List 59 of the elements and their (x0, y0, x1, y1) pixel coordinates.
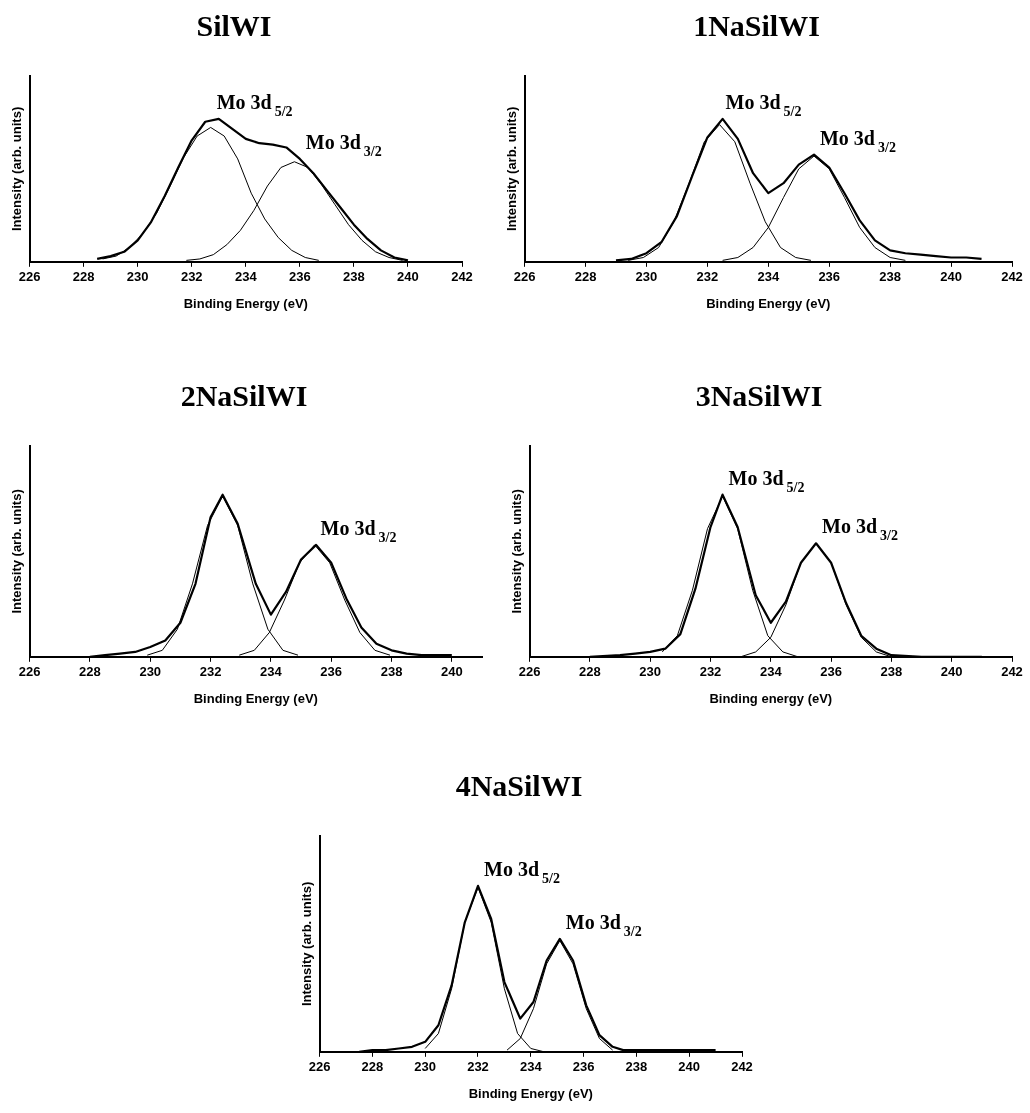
y-axis-title: Intensity (arb. units) (299, 881, 315, 1007)
x-tick-label: 242 (1001, 664, 1023, 680)
x-axis-title: Binding energy (eV) (709, 690, 833, 706)
x-tick-label: 238 (880, 664, 903, 680)
x-tick-label: 236 (818, 269, 841, 285)
y-axis-title: Intensity (arb. units) (509, 489, 525, 614)
x-tick-label: 230 (635, 269, 658, 285)
y-axis-title: Intensity (arb. units) (9, 106, 25, 232)
x-tick-label: 226 (518, 664, 541, 680)
x-tick-label: 226 (18, 269, 41, 285)
x-axis-title: Binding Energy (eV) (468, 1085, 593, 1101)
y-axis-title: Intensity (arb. units) (9, 489, 25, 614)
x-tick-label: 228 (361, 1059, 384, 1075)
x-tick-label: 236 (572, 1059, 595, 1075)
x-tick-label: 236 (320, 664, 343, 680)
x-axis-title: Binding Energy (eV) (193, 690, 318, 706)
x-tick-label: 226 (513, 269, 536, 285)
x-tick-label: 226 (18, 664, 41, 680)
x-tick-label: 234 (757, 269, 780, 285)
x-tick-label: 226 (308, 1059, 331, 1075)
x-tick-label: 232 (199, 664, 222, 680)
x-tick-label: 238 (879, 269, 901, 285)
chart-title: 3NaSilWI (695, 378, 823, 412)
x-tick-label: 240 (678, 1059, 701, 1075)
chart-title: 4NaSilWI (455, 768, 583, 802)
chart-title: 2NaSilWI (180, 378, 308, 412)
x-tick-label: 230 (126, 269, 149, 285)
x-tick-label: 232 (696, 269, 719, 285)
chart-title: 1NaSilWI (693, 8, 820, 42)
x-axis-title: Binding Energy (eV) (183, 295, 308, 311)
x-tick-label: 242 (451, 269, 473, 285)
x-tick-label: 230 (414, 1059, 437, 1075)
x-tick-label: 238 (380, 664, 403, 680)
x-tick-label: 230 (639, 664, 662, 680)
x-tick-label: 236 (820, 664, 842, 680)
x-tick-label: 240 (940, 269, 962, 285)
x-tick-label: 240 (440, 664, 463, 680)
x-tick-label: 240 (397, 269, 419, 285)
x-tick-label: 228 (79, 664, 101, 680)
x-tick-label: 232 (180, 269, 203, 285)
x-axis-title: Binding Energy (eV) (706, 295, 831, 311)
y-axis-title: Intensity (arb. units) (504, 106, 520, 232)
x-tick-label: 234 (759, 664, 783, 680)
x-tick-label: 234 (519, 1059, 543, 1075)
x-tick-label: 228 (574, 269, 597, 285)
chart-title: SilWI (196, 8, 272, 42)
x-tick-label: 242 (731, 1059, 753, 1075)
x-tick-label: 228 (579, 664, 601, 680)
x-tick-label: 238 (343, 269, 365, 285)
x-tick-label: 232 (699, 664, 722, 680)
x-tick-label: 230 (139, 664, 162, 680)
x-tick-label: 232 (467, 1059, 489, 1075)
x-tick-label: 234 (234, 269, 258, 285)
x-tick-label: 228 (72, 269, 95, 285)
x-tick-label: 240 (940, 664, 963, 680)
x-tick-label: 242 (1001, 269, 1023, 285)
x-tick-label: 236 (289, 269, 311, 285)
x-tick-label: 234 (260, 664, 283, 680)
x-tick-label: 238 (625, 1059, 648, 1075)
